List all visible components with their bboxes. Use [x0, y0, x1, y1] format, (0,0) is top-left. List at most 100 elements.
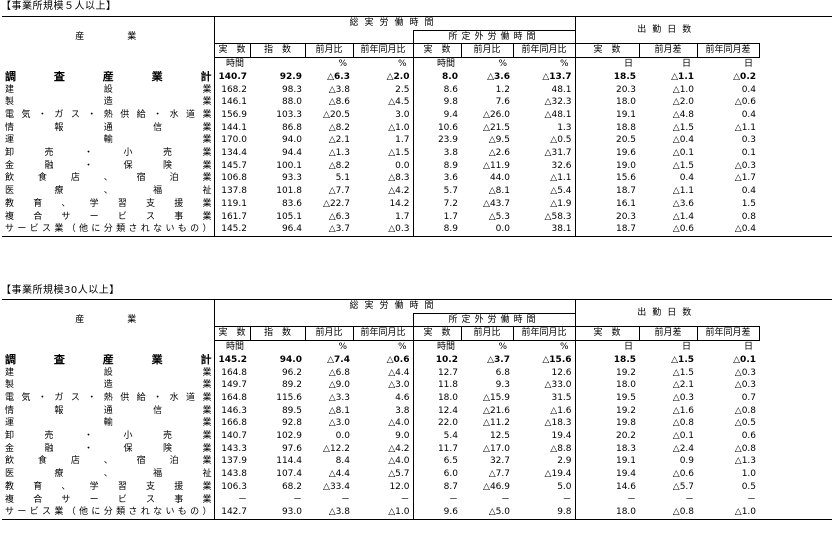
value-cell: △58.3 — [513, 210, 576, 224]
value-cell: △7.7 — [328, 186, 350, 197]
col-header: 前年同月差 — [697, 43, 760, 59]
value-cell: － — [292, 494, 302, 505]
value-cell: △4.5 — [353, 96, 414, 109]
value-cell: △5.4 — [513, 185, 576, 198]
value-cell: △0.8 — [734, 405, 757, 416]
days-header: 出勤日数 — [574, 16, 760, 44]
table-row: 複合サービス事業－－－－－－－－－－ — [2, 493, 832, 507]
value-cell: 2.5 — [353, 83, 414, 97]
col-header: 実 数 — [213, 326, 251, 342]
value-cell: △8.8 — [513, 442, 576, 456]
value-cell: 19.8 — [615, 418, 637, 429]
unit-label: 日 — [682, 59, 692, 70]
total-hours-header: 総実労働時間 — [349, 301, 440, 311]
value-cell: △1.5 — [672, 160, 695, 171]
value-cell: △8.1 — [488, 186, 510, 197]
industry-name: 複合サービス事業 — [2, 493, 215, 507]
value-cell: △0.6 — [672, 469, 695, 480]
value-cell: 145.2 — [213, 353, 250, 367]
value-cell: － — [213, 493, 250, 507]
industry-name: 情報通信業 — [2, 404, 215, 418]
value-cell: 0.4 — [679, 173, 695, 184]
table-row: 卸売・小売業 140.7 102.9 0.0 9.0 5.4 12.5 19.4 20.2 △0.… — [2, 430, 832, 443]
value-cell: 146.1 — [213, 96, 250, 109]
value-cell: 0.4 — [741, 186, 757, 197]
value-cell: 2.9 — [513, 455, 576, 469]
value-cell: △15.6 — [513, 353, 576, 367]
value-cell: 137.9 — [213, 455, 250, 469]
value-cell: 18.0 — [437, 392, 458, 403]
value-cell: 166.8 — [213, 417, 250, 431]
unit-label: 日 — [624, 59, 634, 70]
value-cell: 31.5 — [513, 391, 576, 405]
industry-name: 調査産業計 — [2, 70, 215, 84]
table-row: 情報通信業 144.1 86.8 △8.2 △1.0 10.6 △21.5 1.3 18.8 △1… — [2, 121, 832, 135]
industry-name: 金融・保険業 — [2, 159, 215, 173]
value-cell: △1.7 — [734, 173, 757, 184]
value-cell: 15.6 — [615, 173, 637, 184]
table-row: 卸売・小売業 134.4 94.4 △1.3 △1.5 3.8 △2.6 △31.7 19.6 △… — [2, 147, 832, 160]
col-header: 前月比 — [461, 326, 514, 342]
value-cell: △1.5 — [672, 367, 695, 378]
value-cell: 18.7 — [615, 224, 637, 235]
table-row: 運輸業 166.8 92.8 △3.0 △4.0 22.0 △11.2 △18.3 19.8 △0… — [2, 417, 832, 431]
value-cell: 0.5 — [741, 481, 757, 492]
value-cell: △1.0 — [672, 84, 695, 95]
value-cell: 18.0 — [615, 507, 637, 518]
value-cell: △3.0 — [353, 379, 414, 392]
value-cell: 107.4 — [276, 469, 302, 480]
value-cell: 168.2 — [213, 83, 250, 97]
industry-name: 建設業 — [2, 83, 215, 97]
value-cell: 94.0 — [279, 354, 302, 365]
value-cell: 5.7 — [443, 186, 458, 197]
value-cell: △48.1 — [513, 108, 576, 122]
value-cell: △0.8 — [672, 418, 695, 429]
value-cell: － — [627, 494, 637, 505]
unit-label — [250, 341, 305, 354]
value-cell: △5.7 — [353, 468, 414, 481]
value-cell: 145.2 — [213, 223, 250, 237]
value-cell: 22.0 — [437, 418, 458, 429]
value-cell: 32.7 — [489, 456, 510, 467]
value-cell: △8.6 — [328, 97, 350, 108]
industry-name: 教育、学習支援業 — [2, 480, 215, 494]
value-cell: － — [448, 494, 458, 505]
value-cell: 115.6 — [276, 392, 302, 403]
value-cell: 12.0 — [353, 480, 414, 494]
value-cell: 19.0 — [615, 160, 637, 171]
value-cell: 9.3 — [495, 380, 510, 391]
industry-header: 産 業 — [2, 299, 215, 341]
value-cell: 9.4 — [443, 109, 458, 120]
value-cell: △8.2 — [328, 160, 350, 171]
value-cell: 88.0 — [281, 97, 302, 108]
value-cell: △0.6 — [353, 353, 414, 367]
value-cell: 1.7 — [443, 211, 458, 222]
value-cell: 106.3 — [213, 480, 250, 494]
value-cell: 48.1 — [513, 83, 576, 97]
value-cell: 19.1 — [615, 109, 637, 120]
value-cell: △5.0 — [488, 507, 510, 518]
value-cell: △0.4 — [734, 224, 757, 235]
value-cell: 83.6 — [281, 198, 302, 209]
value-cell: △22.7 — [323, 198, 350, 209]
stats-table-30plus: 産 業総実労働時間 出勤日数 所定外労働時間実 数指 数前月比 前年同月比実 数前月比… — [2, 299, 833, 520]
total-hours-header: 総実労働時間 — [349, 18, 440, 28]
value-cell: 164.8 — [213, 366, 250, 380]
value-cell: △4.4 — [353, 366, 414, 380]
value-cell: 97.6 — [281, 443, 302, 454]
value-cell: 23.9 — [437, 135, 458, 146]
overtime-hours-header: 所定外労働時間 — [412, 29, 576, 44]
table-row: 情報通信業 146.3 89.5 △8.1 3.8 12.4 △21.6 △1.6 19.2 △1… — [2, 404, 832, 418]
value-cell: 12.6 — [513, 366, 576, 380]
value-cell: 101.8 — [276, 186, 302, 197]
table-row: 飲食店、宿泊業 137.9 114.4 8.4 △4.0 6.5 32.7 2.9 19.1 0.… — [2, 455, 832, 469]
col-header: 実 数 — [413, 43, 462, 59]
value-cell: △9.5 — [488, 135, 510, 146]
value-cell: 19.2 — [615, 405, 637, 416]
value-cell: △1.9 — [513, 197, 576, 211]
value-cell: 12.4 — [437, 405, 458, 416]
value-cell: 0.4 — [741, 109, 757, 120]
table-row: 医療、福祉 143.8 107.4 △4.4 △5.7 6.0 △7.7 △19.4 19.4 △… — [2, 468, 832, 481]
value-cell: 4.6 — [353, 391, 414, 405]
value-cell: △4.0 — [353, 417, 414, 431]
